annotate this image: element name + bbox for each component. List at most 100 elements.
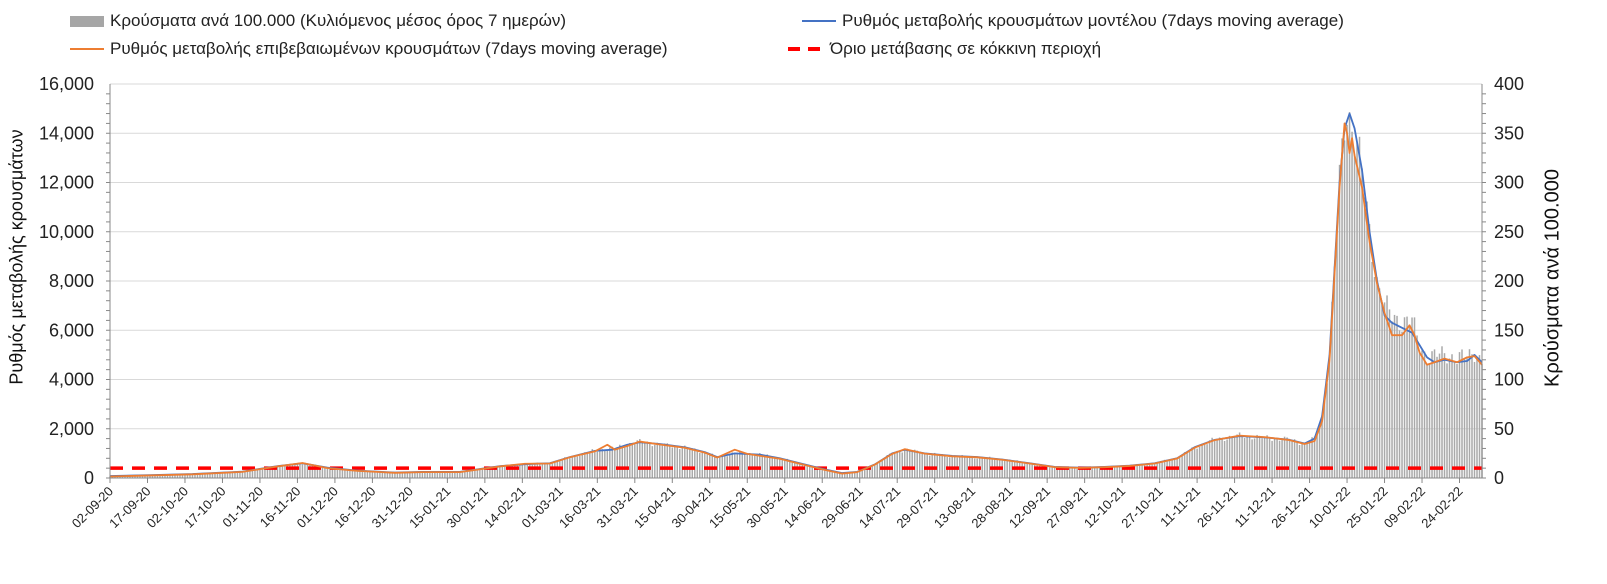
bar [1256, 434, 1258, 478]
y-left-tick-label: 14,000 [39, 123, 94, 143]
bar [1278, 440, 1281, 478]
bar [719, 456, 721, 478]
bar [676, 446, 679, 478]
bar [1231, 436, 1233, 478]
bar [1113, 466, 1116, 478]
bar [764, 455, 766, 478]
bar [384, 472, 386, 478]
bar [551, 463, 554, 478]
bar [1446, 363, 1448, 478]
bar [1418, 352, 1421, 478]
bar [326, 468, 329, 478]
bar [1403, 317, 1406, 478]
bar [799, 464, 801, 478]
bar [486, 468, 489, 478]
bar [691, 448, 694, 478]
bar [366, 471, 369, 478]
bar [481, 468, 484, 478]
bar [316, 465, 319, 478]
bar [631, 444, 634, 478]
bar [908, 450, 911, 478]
bar [1128, 465, 1131, 478]
bar [1003, 460, 1006, 478]
bar [1201, 443, 1203, 478]
bar [1266, 435, 1268, 478]
bar [1323, 398, 1326, 478]
bar [156, 474, 159, 478]
bar [694, 448, 696, 478]
bar [439, 472, 441, 478]
bar [539, 463, 541, 478]
bar [451, 472, 454, 478]
bar [1431, 351, 1433, 478]
bar [1448, 358, 1451, 478]
bar [699, 452, 701, 478]
bar [336, 469, 339, 478]
bar [284, 465, 286, 478]
bar [416, 471, 419, 478]
bar [626, 445, 629, 478]
bar [1211, 437, 1213, 478]
bar [1043, 465, 1046, 478]
bar [221, 472, 224, 478]
bar [1378, 288, 1381, 478]
bar [786, 458, 788, 478]
bar [256, 469, 259, 478]
bar [843, 472, 846, 478]
bar [918, 453, 921, 478]
bar [321, 467, 324, 478]
bar [1251, 439, 1253, 478]
bar [514, 465, 516, 478]
bar [271, 467, 274, 478]
bar [126, 476, 129, 478]
bar [1408, 324, 1411, 478]
bar [1093, 467, 1096, 478]
bar [1131, 465, 1133, 478]
bar [374, 471, 376, 478]
bar [354, 470, 356, 478]
bar [189, 474, 191, 478]
y-right-tick-label: 200 [1494, 271, 1524, 291]
legend-item-confirmed: Ρυθμός μεταβολής επιβεβαιωμένων κρουσμάτ… [70, 39, 668, 59]
bar [916, 450, 918, 478]
bar [564, 457, 566, 478]
bar [276, 466, 279, 478]
bar [1338, 164, 1341, 478]
bar [1281, 440, 1283, 478]
bar [709, 454, 711, 478]
bar [1286, 437, 1288, 478]
y-right-tick-label: 150 [1494, 320, 1524, 340]
bar [923, 452, 926, 478]
bar [1376, 277, 1378, 478]
bar [876, 462, 878, 478]
bar [356, 471, 359, 478]
bar [1316, 432, 1318, 478]
bar [1186, 452, 1188, 478]
bar [759, 453, 761, 478]
x-tick-label: 17-10-20 [181, 484, 228, 531]
bar [689, 449, 691, 478]
bar [444, 471, 446, 478]
bar [1428, 363, 1431, 478]
bar [1243, 438, 1246, 478]
y-left-tick-label: 0 [84, 468, 94, 488]
bar [1223, 440, 1226, 478]
bar [888, 453, 891, 478]
bar [1021, 463, 1023, 478]
bar [1478, 355, 1481, 478]
bar [809, 466, 811, 478]
bar [1076, 468, 1078, 478]
bar [226, 472, 229, 478]
bar [399, 472, 401, 478]
bar [289, 464, 291, 478]
bar [659, 444, 661, 478]
bar [201, 473, 204, 478]
bar [801, 464, 803, 478]
bar [856, 472, 858, 478]
y-left-tick-label: 16,000 [39, 74, 94, 94]
bar [1258, 435, 1261, 478]
bar [351, 470, 354, 478]
bar [449, 472, 451, 478]
bar [281, 466, 284, 478]
bar [601, 449, 604, 478]
